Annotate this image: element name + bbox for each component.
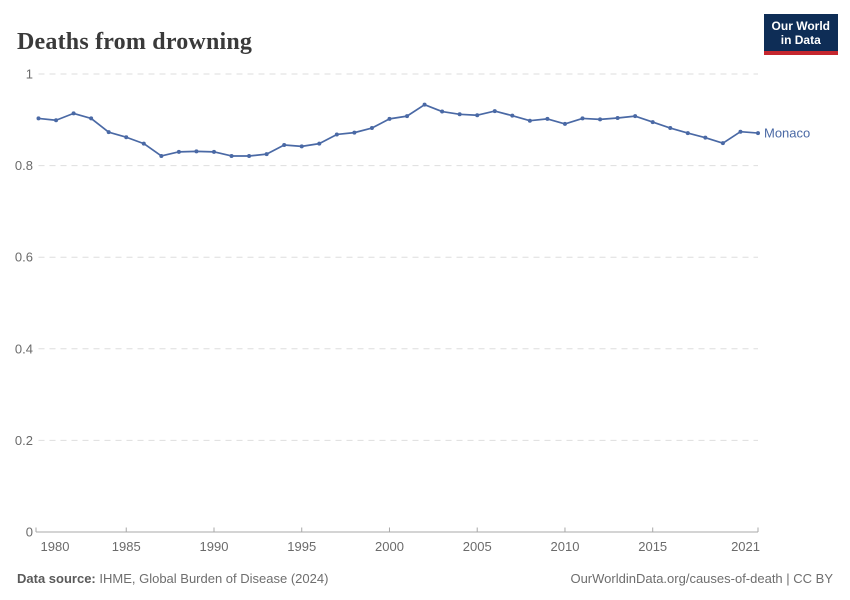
data-point[interactable] (352, 130, 357, 135)
data-point[interactable] (562, 121, 567, 126)
data-point[interactable] (720, 141, 725, 146)
x-tick-label: 2005 (463, 539, 492, 554)
data-point[interactable] (299, 144, 304, 149)
x-tick-label: 2021 (731, 539, 760, 554)
data-point[interactable] (703, 135, 708, 140)
page-title: Deaths from drowning (17, 29, 253, 56)
data-point[interactable] (89, 116, 94, 121)
owid-logo-line2: in Data (780, 33, 821, 47)
data-point[interactable] (457, 112, 462, 117)
data-point[interactable] (387, 116, 392, 121)
data-point[interactable] (527, 118, 532, 123)
x-tick-label: 1980 (41, 539, 70, 554)
series-line-monaco[interactable] (37, 103, 759, 157)
y-tick-label: 0.6 (15, 250, 33, 265)
data-point[interactable] (510, 113, 515, 118)
x-tick-label: 2015 (638, 539, 667, 554)
data-point[interactable] (159, 153, 164, 158)
x-tick-label: 1990 (200, 539, 229, 554)
data-point[interactable] (615, 115, 620, 120)
data-point[interactable] (440, 109, 445, 114)
y-tick-label: 0.4 (15, 341, 33, 356)
data-point[interactable] (545, 116, 550, 121)
data-point[interactable] (124, 135, 129, 140)
y-tick-label: 0 (26, 525, 33, 540)
owid-logo-line1: Our World (771, 19, 830, 33)
x-tick-label: 1985 (112, 539, 141, 554)
data-point[interactable] (422, 102, 427, 107)
data-point[interactable] (475, 113, 480, 118)
data-point[interactable] (492, 109, 497, 114)
data-source-note: Data source: IHME, Global Burden of Dise… (17, 571, 328, 586)
data-point[interactable] (106, 130, 111, 135)
data-point[interactable] (247, 153, 252, 158)
series-label-monaco[interactable]: Monaco (764, 126, 810, 141)
data-point[interactable] (598, 117, 603, 122)
data-source-text: IHME, Global Burden of Disease (2024) (95, 570, 329, 586)
data-point[interactable] (405, 114, 410, 119)
data-source-label: Data source: (17, 570, 96, 586)
data-point[interactable] (334, 132, 339, 137)
x-tick-label: 2010 (551, 539, 580, 554)
data-point[interactable] (580, 116, 585, 121)
data-point[interactable] (229, 153, 234, 158)
chart-footer: Data source: IHME, Global Burden of Dise… (17, 568, 833, 588)
data-point[interactable] (650, 120, 655, 125)
y-tick-label: 0.2 (15, 433, 33, 448)
data-point[interactable] (54, 118, 59, 123)
data-point[interactable] (756, 131, 760, 136)
owid-logo[interactable]: Our World in Data (763, 14, 838, 55)
x-tick-label: 2000 (375, 539, 404, 554)
data-point[interactable] (36, 116, 41, 121)
data-point[interactable] (369, 126, 374, 131)
data-point[interactable] (282, 142, 287, 147)
data-point[interactable] (71, 111, 76, 116)
data-point[interactable] (738, 129, 743, 134)
footer-license-link[interactable]: OurWorldinData.org/causes-of-death | CC … (570, 570, 833, 586)
data-point[interactable] (317, 141, 322, 146)
data-point[interactable] (194, 149, 199, 154)
data-point[interactable] (633, 114, 638, 119)
data-point[interactable] (668, 126, 673, 131)
x-tick-label: 1995 (287, 539, 316, 554)
data-point[interactable] (141, 141, 146, 146)
data-point[interactable] (685, 131, 690, 136)
y-tick-label: 0.8 (15, 158, 33, 173)
y-tick-label: 1 (26, 67, 33, 82)
data-point[interactable] (264, 152, 269, 157)
data-point[interactable] (211, 149, 216, 154)
data-point[interactable] (176, 149, 181, 154)
